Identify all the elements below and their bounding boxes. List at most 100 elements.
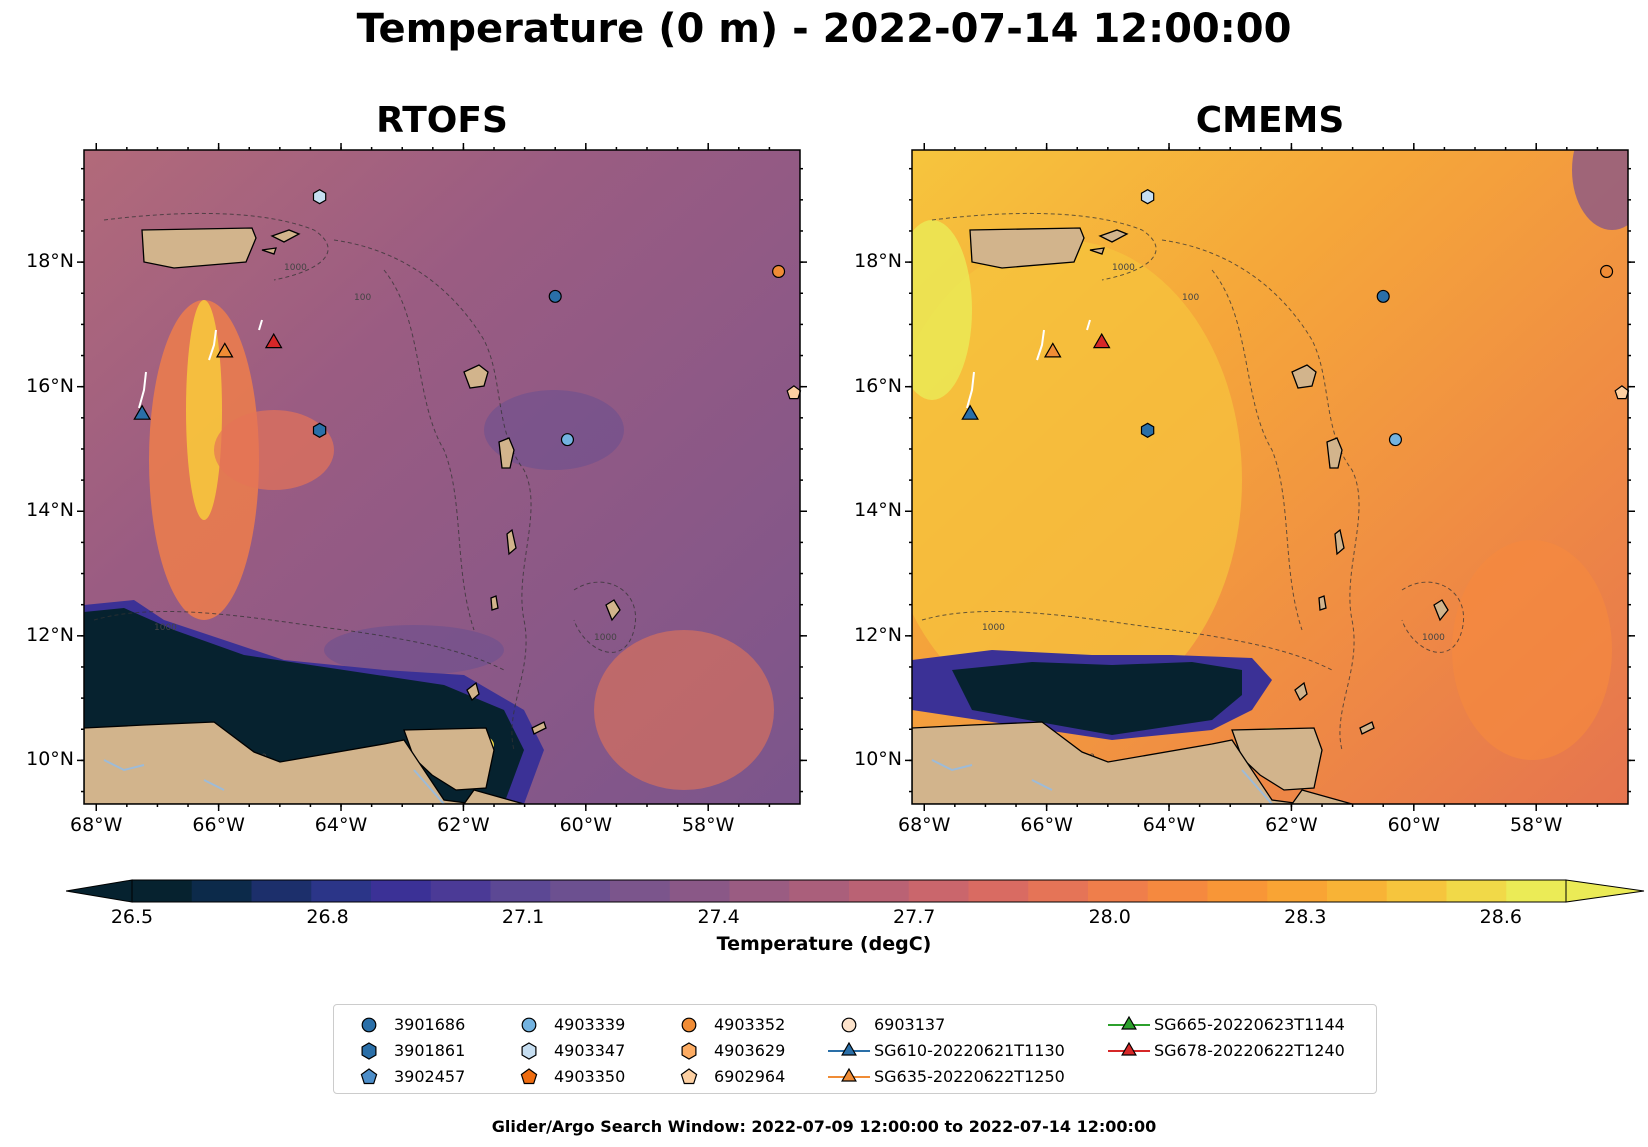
glider-SG678-20220622T1240[interactable]	[1092, 332, 1111, 349]
lon-tick-label: 60°W	[1387, 814, 1441, 836]
legend-marker[interactable]	[1121, 1041, 1137, 1056]
lon-tick-label: 68°W	[70, 814, 123, 836]
land-grenada	[1294, 681, 1308, 702]
argo-float-3901861[interactable]	[1140, 422, 1155, 438]
argo-float-4903339[interactable]	[560, 433, 575, 447]
legend-marker[interactable]	[520, 1068, 538, 1085]
lon-tick-label: 66°W	[192, 814, 245, 836]
legend-marker[interactable]	[841, 1017, 857, 1033]
legend-marker[interactable]	[1121, 1015, 1137, 1030]
legend-marker[interactable]	[521, 1017, 537, 1033]
svg-text:100: 100	[354, 293, 371, 303]
svg-text:100: 100	[1182, 293, 1199, 303]
land-tobago	[531, 721, 547, 735]
legend-marker[interactable]	[360, 1068, 378, 1085]
argo-float-4903339[interactable]	[1388, 433, 1403, 447]
lat-tick-label: 16°N	[26, 374, 74, 397]
glider-SG678-20220622T1240[interactable]	[264, 332, 283, 349]
land-masses	[912, 227, 1449, 804]
argo-float-4903352[interactable]	[1600, 264, 1614, 279]
legend-marker[interactable]	[680, 1068, 698, 1085]
argo-float-3901686[interactable]	[1376, 289, 1390, 303]
lon-tick-label: 58°W	[681, 814, 735, 836]
legend-marker[interactable]	[521, 1042, 537, 1060]
argo-float-3901686[interactable]	[548, 289, 562, 303]
colorbar-segment	[1446, 880, 1507, 902]
lat-tick-label: 12°N	[854, 623, 902, 646]
argo-float-4903352[interactable]	[772, 264, 786, 279]
land-puerto-rico	[969, 227, 1085, 269]
river-1	[931, 759, 973, 772]
glider-track-sg678	[258, 319, 263, 331]
colorbar-segment	[191, 880, 252, 902]
colorbar-segment	[1147, 880, 1208, 902]
land-venezuela-coast	[84, 721, 475, 804]
argo-float-3901861[interactable]	[312, 422, 327, 438]
lon-tick-label: 58°W	[1509, 814, 1563, 836]
lon-tick-label: 62°W	[437, 814, 490, 836]
svg-text:1000: 1000	[594, 633, 617, 643]
glider-track-sg610	[966, 371, 975, 409]
legend-marker[interactable]	[681, 1017, 697, 1033]
legend-label: 6902964	[714, 1067, 786, 1086]
colorbar-segment	[490, 880, 551, 902]
colorbar-segment	[1506, 880, 1567, 902]
lat-tick-label: 18°N	[26, 250, 74, 273]
argo-float-4903347[interactable]	[1140, 189, 1155, 205]
land-vieques	[261, 247, 277, 255]
land-venezuela-east	[463, 789, 525, 804]
lon-tick-label: 66°W	[1020, 814, 1073, 836]
legend-label: 6903137	[874, 1015, 946, 1034]
colorbar-tick-label: 28.0	[1088, 906, 1131, 928]
axis-ticks	[905, 143, 1635, 811]
glider-SG635-20220622T1250[interactable]	[215, 342, 234, 358]
land-guadeloupe	[463, 364, 489, 389]
legend-label: 4903347	[554, 1041, 626, 1060]
river-3	[1241, 769, 1273, 804]
lon-tick-label: 62°W	[1265, 814, 1318, 836]
legend-label: SG665-20220623T1144	[1154, 1015, 1345, 1034]
lat-tick-label: 14°N	[854, 499, 902, 522]
glider-SG635-20220622T1250[interactable]	[1043, 342, 1062, 358]
land-venezuela-coast	[912, 721, 1303, 804]
legend-marker[interactable]	[361, 1042, 377, 1060]
land-barbados	[605, 599, 621, 622]
glider-track-sg678	[1086, 319, 1091, 331]
colorbar-tick-label: 27.1	[501, 906, 545, 928]
colorbar-segment	[132, 880, 193, 902]
legend-marker[interactable]	[361, 1017, 377, 1033]
land-grenada	[466, 681, 480, 702]
glider-SG610-20220621T1130[interactable]	[133, 404, 151, 420]
legend-label: 3901861	[394, 1041, 466, 1060]
colorbar-tick-label: 26.8	[306, 906, 349, 928]
colorbar	[66, 879, 1645, 903]
legend-marker[interactable]	[841, 1067, 857, 1082]
colorbar-segment	[669, 880, 730, 902]
svg-text:1000: 1000	[1112, 263, 1135, 273]
river-3	[413, 769, 445, 804]
land-st-lucia	[506, 528, 517, 556]
legend-marker[interactable]	[841, 1041, 857, 1056]
colorbar-segment	[1386, 880, 1447, 902]
colorbar-min-extension	[66, 879, 133, 903]
legend-label: 4903350	[554, 1067, 626, 1086]
river-2	[1031, 779, 1053, 791]
colorbar-tick-label: 28.6	[1479, 906, 1522, 928]
colorbar-segment	[610, 880, 671, 902]
glider-SG610-20220621T1130[interactable]	[961, 404, 979, 420]
legend-marker[interactable]	[681, 1042, 697, 1060]
lon-tick-label: 68°W	[898, 814, 951, 836]
axis-ticks	[77, 143, 807, 811]
river-2	[203, 779, 225, 791]
argo-float-4903347[interactable]	[312, 189, 327, 205]
colorbar-segment	[789, 880, 850, 902]
land-puerto-rico	[141, 227, 257, 269]
land-masses	[84, 227, 621, 804]
svg-text:1000: 1000	[982, 623, 1005, 633]
colorbar-segment	[849, 880, 910, 902]
land-venezuela-east	[1291, 789, 1353, 804]
colorbar-segment	[968, 880, 1029, 902]
